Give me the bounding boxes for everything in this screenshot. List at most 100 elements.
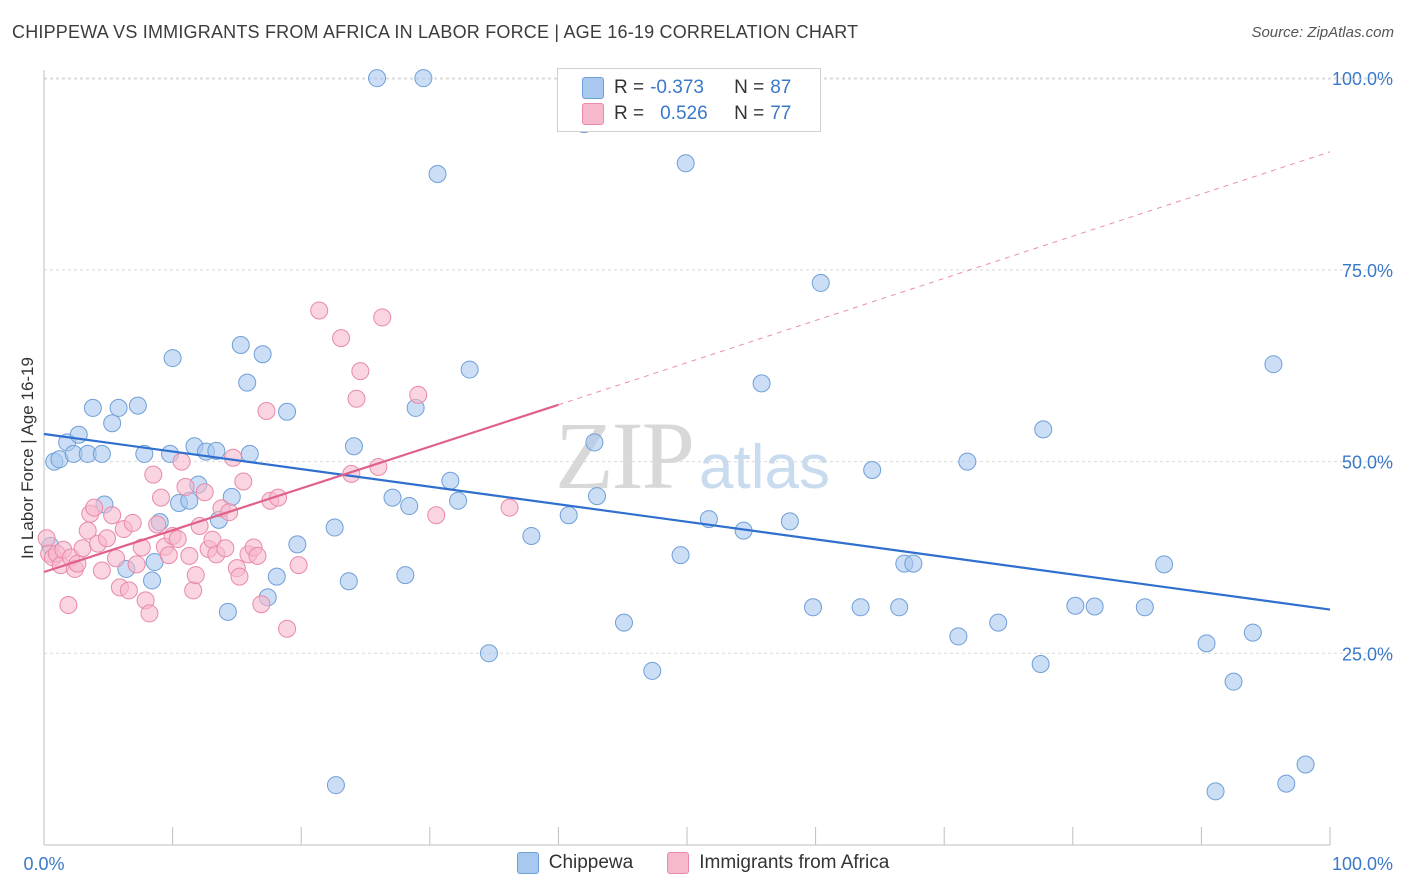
series-legend-africa[interactable]: Immigrants from Africa xyxy=(667,852,889,874)
y-tick-label: 25.0% xyxy=(1342,644,1393,664)
chippewa-point xyxy=(163,349,182,368)
chippewa-point xyxy=(253,345,272,364)
chippewa-point xyxy=(863,461,882,480)
x-tick-label: 100.0% xyxy=(1332,854,1393,874)
x-tick-label: 0.0% xyxy=(23,854,64,874)
y-tick-label: 75.0% xyxy=(1342,261,1393,281)
africa-point xyxy=(184,581,203,600)
africa-trendline xyxy=(43,403,559,574)
y-tick-label: 100.0% xyxy=(1332,69,1393,89)
chippewa-point xyxy=(325,518,344,537)
africa-point xyxy=(148,515,167,534)
chippewa-point xyxy=(238,373,257,392)
africa-point xyxy=(224,448,243,467)
chippewa-point xyxy=(143,571,162,590)
chippewa-point xyxy=(1264,355,1283,374)
chippewa-point xyxy=(92,444,111,463)
chippewa-point xyxy=(396,566,415,585)
chippewa-point xyxy=(368,69,387,88)
africa-point xyxy=(257,401,276,420)
africa-point xyxy=(172,452,191,471)
legend-r-label: R = xyxy=(614,103,645,124)
africa-point xyxy=(119,581,138,600)
chippewa-point xyxy=(1277,774,1296,793)
chippewa-point xyxy=(231,336,250,355)
chippewa-point xyxy=(135,444,154,463)
africa-point xyxy=(289,556,308,575)
chippewa-point xyxy=(958,452,977,471)
africa-point xyxy=(176,477,195,496)
series-legend-chippewa[interactable]: Chippewa xyxy=(516,852,634,874)
chippewa-point xyxy=(207,441,226,460)
chippewa-point xyxy=(643,661,662,680)
chippewa-point xyxy=(339,572,358,591)
legend-r-value: 0.526 xyxy=(660,103,708,124)
chippewa-point xyxy=(344,437,363,456)
africa-point xyxy=(103,506,122,525)
legend-r-value: -0.373 xyxy=(650,77,704,98)
chippewa-point xyxy=(1206,782,1225,801)
series-label: Chippewa xyxy=(548,852,634,873)
chippewa-point xyxy=(522,526,541,545)
chippewa-point xyxy=(400,497,419,516)
africa-point xyxy=(278,619,297,638)
africa-point xyxy=(230,567,249,586)
chippewa-point xyxy=(890,598,909,617)
chippewa-point xyxy=(559,506,578,525)
legend-n-value: 77 xyxy=(770,103,792,124)
africa-point xyxy=(373,308,392,327)
africa-point xyxy=(351,362,370,381)
chippewa-point xyxy=(326,776,345,795)
africa-point xyxy=(37,529,56,548)
chippewa-point xyxy=(1031,655,1050,674)
chippewa-point xyxy=(1296,755,1315,774)
source-credit: Source: ZipAtlas.com xyxy=(1251,24,1394,41)
chippewa-point xyxy=(1243,623,1262,642)
africa-point xyxy=(216,539,235,558)
chippewa-point xyxy=(278,402,297,421)
chippewa-point xyxy=(103,414,122,433)
africa-point xyxy=(140,604,159,623)
chippewa-point xyxy=(1224,672,1243,691)
chippewa-point xyxy=(460,360,479,379)
chippewa-point xyxy=(428,165,447,184)
africa-point xyxy=(85,498,104,517)
chippewa-point xyxy=(83,398,102,417)
africa-point xyxy=(500,498,519,517)
africa-point xyxy=(168,530,187,549)
legend-n-label: N = xyxy=(734,103,765,124)
watermark-logo: ZIPatlas xyxy=(555,400,830,511)
legend-n-label: N = xyxy=(734,77,765,98)
chippewa-swatch xyxy=(516,852,539,874)
africa-point xyxy=(427,506,446,525)
africa-point xyxy=(332,329,351,348)
chippewa-swatch xyxy=(582,77,604,99)
correlation-legend: R = -0.373 N = 87 R = 0.526 N = 77 xyxy=(557,68,821,132)
chippewa-point xyxy=(1155,555,1174,574)
africa-point xyxy=(234,472,253,491)
africa-point xyxy=(180,546,199,565)
africa-point xyxy=(195,483,214,502)
chippewa-point xyxy=(851,598,870,617)
africa-point xyxy=(132,538,151,557)
chippewa-point xyxy=(752,374,771,393)
watermark-zip: ZIP xyxy=(555,402,695,509)
chippewa-point xyxy=(414,69,433,88)
chippewa-point xyxy=(585,433,604,452)
chippewa-point xyxy=(383,488,402,507)
chippewa-point xyxy=(587,487,606,506)
chippewa-point xyxy=(614,613,633,632)
chippewa-point xyxy=(804,598,823,617)
chippewa-point xyxy=(949,627,968,646)
chippewa-point xyxy=(676,154,695,173)
africa-point xyxy=(248,546,267,565)
africa-point xyxy=(347,389,366,408)
africa-point xyxy=(59,595,78,614)
chippewa-point xyxy=(1197,634,1216,653)
chippewa-point xyxy=(1066,596,1085,615)
africa-point xyxy=(144,465,163,484)
legend-n-value: 87 xyxy=(770,77,792,98)
y-tick-label: 50.0% xyxy=(1342,453,1393,473)
chippewa-point xyxy=(69,425,88,444)
chippewa-point xyxy=(449,491,468,510)
